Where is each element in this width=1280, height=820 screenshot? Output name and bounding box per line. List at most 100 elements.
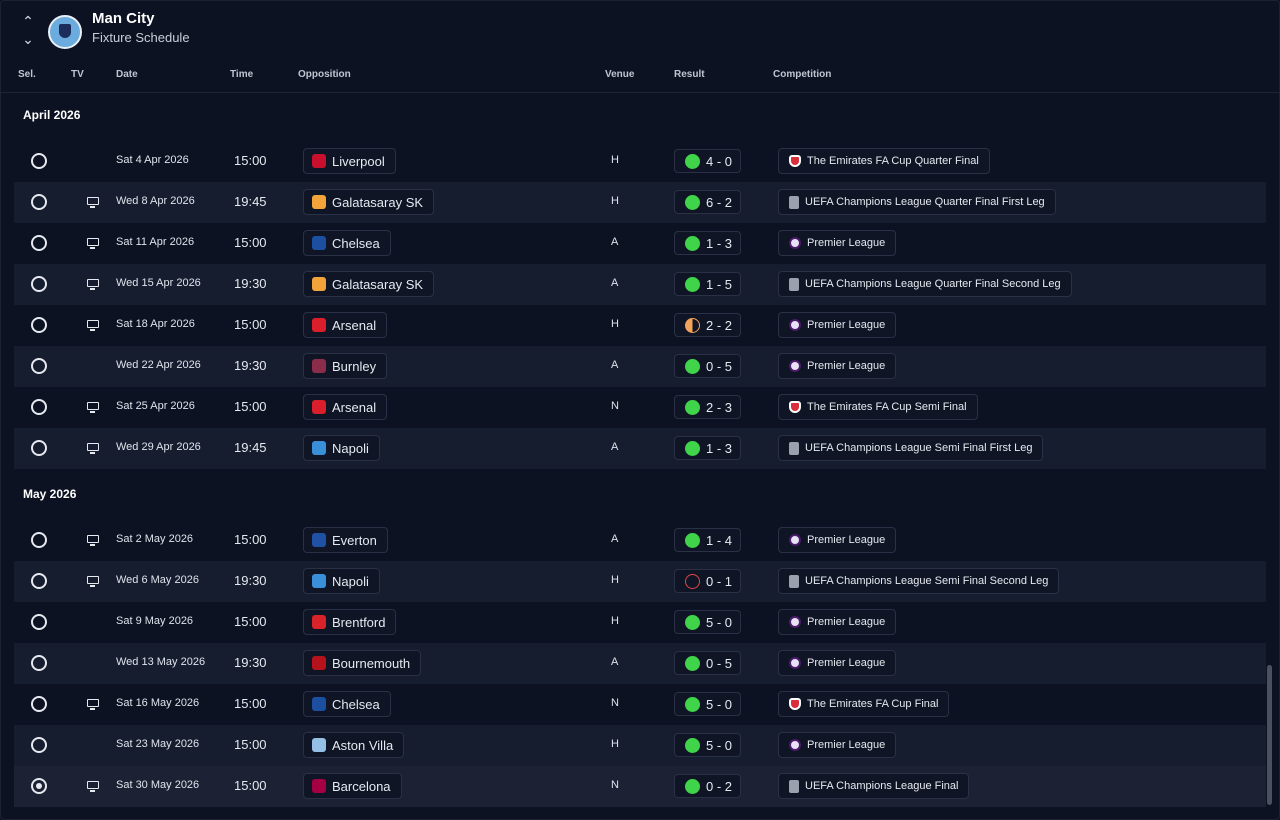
fixture-row[interactable]: Sat 9 May 2026 15:00 Brentford H 5 - 0 Premie… <box>14 602 1266 643</box>
col-sel[interactable]: Sel. <box>18 69 36 80</box>
select-radio[interactable] <box>31 532 47 548</box>
result-score: 5 - 0 <box>706 614 733 630</box>
opponent-button[interactable]: Burnley <box>303 353 388 379</box>
select-radio[interactable] <box>31 573 47 589</box>
col-date[interactable]: Date <box>116 69 138 80</box>
select-radio[interactable] <box>31 358 47 374</box>
result-button[interactable]: 6 - 2 <box>674 190 741 214</box>
result-score: 1 - 3 <box>706 235 733 251</box>
competition-button[interactable]: Premier League <box>778 650 897 676</box>
opponent-button[interactable]: Barcelona <box>303 773 402 799</box>
fixture-row[interactable]: Sat 16 May 2026 15:00 Chelsea N 5 - 0 The Emi… <box>14 684 1266 725</box>
opponent-button[interactable]: Galatasaray SK <box>303 271 435 297</box>
opponent-button[interactable]: Everton <box>303 527 388 553</box>
chevron-down-icon[interactable]: ⌄ <box>22 31 34 47</box>
fixture-row[interactable]: Wed 6 May 2026 19:30 Napoli H 0 - 1 UEFA Cham… <box>14 561 1266 602</box>
result-button[interactable]: 0 - 2 <box>674 774 741 798</box>
select-radio[interactable] <box>31 440 47 456</box>
result-button[interactable]: 1 - 4 <box>674 528 741 552</box>
result-button[interactable]: 1 - 3 <box>674 231 741 255</box>
result-button[interactable]: 5 - 0 <box>674 692 741 716</box>
fixture-date: Sat 25 Apr 2026 <box>116 400 195 412</box>
col-tv[interactable]: TV <box>71 69 84 80</box>
fixture-row[interactable]: Wed 13 May 2026 19:30 Bournemouth A 0 - 5 Pre… <box>14 643 1266 684</box>
opponent-button[interactable]: Napoli <box>303 568 380 594</box>
result-button[interactable]: 5 - 0 <box>674 610 741 634</box>
opponent-button[interactable]: Napoli <box>303 435 380 461</box>
competition-button[interactable]: Premier League <box>778 527 897 553</box>
opponent-button[interactable]: Brentford <box>303 609 397 635</box>
opponent-button[interactable]: Bournemouth <box>303 650 422 676</box>
competition-button[interactable]: Premier League <box>778 609 897 635</box>
column-header-row: Sel. TV Date Time Opposition Venue Resul… <box>0 64 1280 93</box>
result-button[interactable]: 4 - 0 <box>674 149 741 173</box>
fixture-row[interactable]: Sat 30 May 2026 15:00 Barcelona N 0 - 2 UEFA … <box>14 766 1266 807</box>
competition-button[interactable]: Premier League <box>778 312 897 338</box>
competition-button[interactable]: UEFA Champions League Quarter Final Seco… <box>778 271 1072 297</box>
competition-button[interactable]: The Emirates FA Cup Final <box>778 691 950 717</box>
select-radio[interactable] <box>31 778 47 794</box>
result-button[interactable]: 5 - 0 <box>674 733 741 757</box>
fixture-row[interactable]: Sat 25 Apr 2026 15:00 Arsenal N 2 - 3 The Emi… <box>14 387 1266 428</box>
select-radio[interactable] <box>31 194 47 210</box>
competition-name: UEFA Champions League Quarter Final Firs… <box>805 196 1045 208</box>
select-radio[interactable] <box>31 737 47 753</box>
chevron-up-icon[interactable]: ⌃ <box>22 13 34 29</box>
result-button[interactable]: 2 - 2 <box>674 313 741 337</box>
fixture-row[interactable]: Sat 2 May 2026 15:00 Everton A 1 - 4 Premier … <box>14 520 1266 561</box>
fixture-row[interactable]: Wed 22 Apr 2026 19:30 Burnley A 0 - 5 Premier… <box>14 346 1266 387</box>
opponent-button[interactable]: Arsenal <box>303 312 388 338</box>
competition-button[interactable]: Premier League <box>778 230 897 256</box>
result-button[interactable]: 0 - 5 <box>674 354 741 378</box>
competition-button[interactable]: Premier League <box>778 732 897 758</box>
col-competition[interactable]: Competition <box>773 69 832 80</box>
opponent-button[interactable]: Chelsea <box>303 230 391 256</box>
competition-button[interactable]: The Emirates FA Cup Semi Final <box>778 394 978 420</box>
competition-button[interactable]: UEFA Champions League Semi Final Second … <box>778 568 1060 594</box>
result-button[interactable]: 2 - 3 <box>674 395 741 419</box>
select-radio[interactable] <box>31 655 47 671</box>
fixture-row[interactable]: Sat 11 Apr 2026 15:00 Chelsea A 1 - 3 Premier… <box>14 223 1266 264</box>
opponent-button[interactable]: Arsenal <box>303 394 388 420</box>
col-opposition[interactable]: Opposition <box>298 69 351 80</box>
opponent-name: Galatasaray SK <box>332 276 424 292</box>
opponent-button[interactable]: Chelsea <box>303 691 391 717</box>
col-result[interactable]: Result <box>674 69 705 80</box>
result-win-icon <box>685 194 700 210</box>
fixture-venue: A <box>611 236 619 248</box>
opponent-name: Everton <box>332 532 377 548</box>
select-radio[interactable] <box>31 317 47 333</box>
competition-button[interactable]: UEFA Champions League Quarter Final Firs… <box>778 189 1056 215</box>
result-button[interactable]: 1 - 3 <box>674 436 741 460</box>
competition-logo-icon <box>789 360 801 372</box>
club-crest-icon[interactable] <box>48 15 82 49</box>
result-button[interactable]: 1 - 5 <box>674 272 741 296</box>
competition-button[interactable]: The Emirates FA Cup Quarter Final <box>778 148 990 174</box>
competition-button[interactable]: UEFA Champions League Final <box>778 773 970 799</box>
fixture-row[interactable]: Wed 8 Apr 2026 19:45 Galatasaray SK H 6 - 2 U… <box>14 182 1266 223</box>
fixture-row[interactable]: Wed 15 Apr 2026 19:30 Galatasaray SK A 1 - 5… <box>14 264 1266 305</box>
result-button[interactable]: 0 - 1 <box>674 569 741 593</box>
fixture-row[interactable]: Wed 29 Apr 2026 19:45 Napoli A 1 - 3 UEFA Cha… <box>14 428 1266 469</box>
opponent-name: Brentford <box>332 614 386 630</box>
competition-button[interactable]: UEFA Champions League Semi Final First L… <box>778 435 1044 461</box>
fixture-row[interactable]: Sat 18 Apr 2026 15:00 Arsenal H 2 - 2 Premier… <box>14 305 1266 346</box>
opponent-button[interactable]: Liverpool <box>303 148 396 174</box>
fixture-row[interactable]: Sat 4 Apr 2026 15:00 Liverpool H 4 - 0 The Em… <box>14 141 1266 182</box>
col-time[interactable]: Time <box>230 69 254 80</box>
select-radio[interactable] <box>31 276 47 292</box>
col-venue[interactable]: Venue <box>605 69 635 80</box>
opponent-button[interactable]: Galatasaray SK <box>303 189 435 215</box>
club-name[interactable]: Man City <box>92 10 155 27</box>
fixture-row[interactable]: Sat 23 May 2026 15:00 Aston Villa H 5 - 0 Pre… <box>14 725 1266 766</box>
fixture-time: 19:30 <box>234 573 267 588</box>
select-radio[interactable] <box>31 399 47 415</box>
select-radio[interactable] <box>31 235 47 251</box>
select-radio[interactable] <box>31 696 47 712</box>
opponent-button[interactable]: Aston Villa <box>303 732 405 758</box>
competition-button[interactable]: Premier League <box>778 353 897 379</box>
result-button[interactable]: 0 - 5 <box>674 651 741 675</box>
select-radio[interactable] <box>31 614 47 630</box>
scrollbar[interactable] <box>1267 665 1272 805</box>
select-radio[interactable] <box>31 153 47 169</box>
